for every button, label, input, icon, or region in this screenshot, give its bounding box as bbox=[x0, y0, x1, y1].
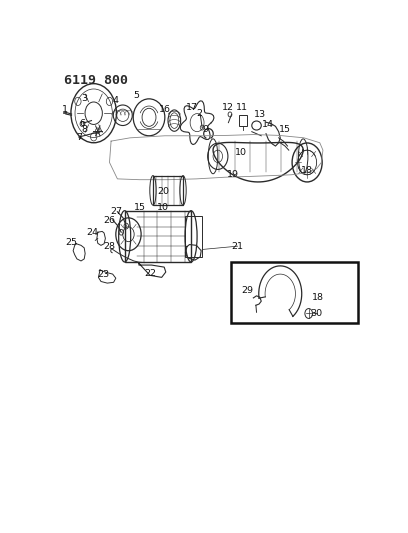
Text: 14: 14 bbox=[262, 120, 274, 129]
Text: 17: 17 bbox=[186, 102, 198, 111]
Text: 18: 18 bbox=[312, 293, 324, 302]
Text: 10: 10 bbox=[157, 203, 169, 212]
Text: 3: 3 bbox=[81, 94, 87, 103]
Text: 6: 6 bbox=[80, 119, 86, 128]
Text: 22: 22 bbox=[144, 269, 157, 278]
Text: 28: 28 bbox=[104, 242, 115, 251]
Text: 30: 30 bbox=[310, 309, 323, 318]
Text: 23: 23 bbox=[97, 270, 109, 279]
Text: 20: 20 bbox=[157, 187, 169, 196]
Text: 2: 2 bbox=[197, 109, 203, 118]
Text: 9: 9 bbox=[202, 125, 208, 134]
Bar bbox=[153, 175, 183, 205]
Text: 16: 16 bbox=[159, 104, 171, 114]
Text: 29: 29 bbox=[241, 286, 253, 295]
Text: 21: 21 bbox=[232, 242, 244, 251]
Text: 10: 10 bbox=[235, 148, 247, 157]
Text: 7: 7 bbox=[76, 133, 82, 142]
Text: 26: 26 bbox=[104, 216, 115, 225]
Text: 25: 25 bbox=[66, 238, 78, 247]
Text: 19: 19 bbox=[227, 170, 239, 179]
Text: 24: 24 bbox=[86, 228, 98, 237]
Text: 18: 18 bbox=[301, 166, 313, 175]
Text: 27: 27 bbox=[110, 207, 122, 216]
Text: 6119 800: 6119 800 bbox=[64, 74, 128, 87]
Text: 13: 13 bbox=[254, 109, 266, 118]
Text: 5: 5 bbox=[133, 92, 140, 101]
Bar bbox=[185, 216, 202, 257]
Text: 4: 4 bbox=[113, 95, 119, 104]
Text: 12: 12 bbox=[222, 103, 234, 112]
Bar bbox=[231, 262, 358, 322]
Text: 1: 1 bbox=[62, 106, 68, 115]
Bar bbox=[239, 115, 247, 126]
Text: 15: 15 bbox=[133, 203, 146, 212]
Bar bbox=[125, 211, 191, 262]
Text: 11: 11 bbox=[236, 103, 248, 112]
Text: 8: 8 bbox=[81, 125, 87, 134]
Text: 15: 15 bbox=[279, 125, 291, 134]
